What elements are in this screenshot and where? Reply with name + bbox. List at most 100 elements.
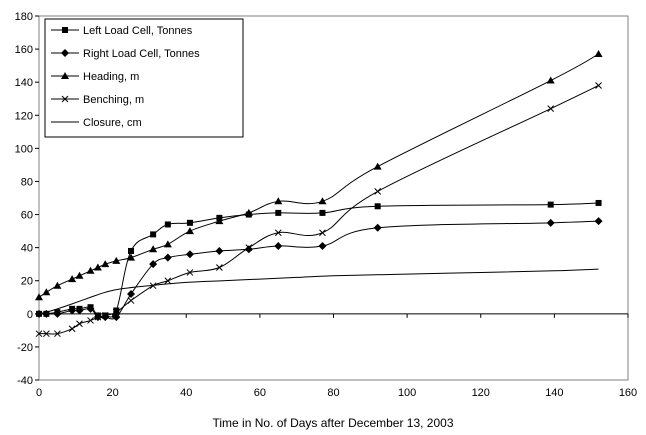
x-tick-label: 80 bbox=[327, 387, 339, 399]
series-line bbox=[38, 268, 599, 315]
y-tick-label: 140 bbox=[15, 77, 33, 89]
data-point bbox=[54, 330, 61, 338]
y-tick-label: 20 bbox=[21, 276, 33, 288]
data-point bbox=[163, 240, 172, 248]
data-point bbox=[127, 297, 135, 304]
x-marker-stroke bbox=[61, 95, 69, 103]
data-point bbox=[274, 241, 283, 250]
data-point bbox=[68, 275, 77, 283]
x-marker-stroke bbox=[319, 229, 326, 237]
data-point bbox=[35, 330, 43, 338]
data-point bbox=[163, 253, 172, 262]
y-tick-label: 100 bbox=[15, 143, 33, 155]
data-point bbox=[42, 288, 51, 296]
data-point bbox=[43, 330, 50, 338]
x-tick-label: 60 bbox=[254, 387, 266, 399]
series-group bbox=[35, 50, 603, 338]
data-point bbox=[595, 199, 602, 206]
x-marker-stroke bbox=[547, 105, 555, 113]
data-point bbox=[87, 317, 94, 324]
data-point bbox=[185, 250, 194, 259]
data-point bbox=[75, 271, 84, 279]
x-marker-stroke bbox=[68, 325, 76, 333]
data-point bbox=[547, 105, 555, 113]
data-point bbox=[274, 197, 283, 205]
x-marker-stroke bbox=[245, 244, 253, 251]
data-point bbox=[319, 229, 326, 237]
legend-marker bbox=[61, 95, 69, 103]
data-point bbox=[546, 76, 555, 84]
y-tick-label: 180 bbox=[15, 11, 33, 23]
data-point bbox=[275, 209, 282, 216]
data-point bbox=[86, 304, 95, 313]
data-point bbox=[75, 306, 84, 315]
data-point bbox=[185, 227, 194, 235]
data-point bbox=[112, 308, 120, 316]
y-tick-label: 120 bbox=[15, 110, 33, 122]
data-point bbox=[374, 203, 381, 210]
legend-label: Closure, cm bbox=[83, 117, 142, 129]
x-marker-stroke bbox=[595, 82, 602, 89]
data-point bbox=[318, 241, 327, 250]
x-tick-label: 20 bbox=[107, 387, 119, 399]
x-marker-stroke bbox=[54, 330, 61, 338]
x-tick-label: 140 bbox=[545, 387, 563, 399]
data-point bbox=[101, 312, 109, 319]
x-marker-stroke bbox=[127, 297, 135, 304]
data-point bbox=[318, 197, 327, 205]
series-3 bbox=[35, 50, 603, 301]
data-point bbox=[215, 246, 224, 255]
y-tick-label: 160 bbox=[15, 44, 33, 56]
y-tick-label: 0 bbox=[27, 309, 33, 321]
data-point bbox=[546, 218, 555, 227]
data-point bbox=[127, 289, 136, 298]
data-point bbox=[76, 320, 83, 328]
x-tick-label: 40 bbox=[180, 387, 192, 399]
x-marker-stroke bbox=[87, 317, 94, 324]
legend: Left Load Cell, Tonnes Right Load Cell, T… bbox=[44, 18, 244, 138]
series-2 bbox=[35, 217, 603, 322]
data-point bbox=[86, 266, 95, 274]
data-point bbox=[113, 307, 120, 314]
data-point bbox=[150, 231, 157, 238]
data-point bbox=[547, 201, 554, 208]
data-point bbox=[374, 188, 382, 195]
data-point bbox=[149, 245, 158, 253]
data-point bbox=[216, 264, 223, 271]
data-point bbox=[595, 82, 602, 89]
data-point bbox=[112, 313, 121, 322]
legend-marker bbox=[61, 72, 69, 79]
x-marker-stroke bbox=[112, 308, 120, 316]
data-point bbox=[319, 209, 326, 216]
data-point bbox=[93, 263, 102, 271]
legend-box bbox=[44, 18, 244, 138]
legend-label: Benching, m bbox=[83, 94, 144, 106]
data-point bbox=[68, 325, 76, 333]
x-tick-label: 100 bbox=[398, 387, 416, 399]
data-point bbox=[594, 217, 603, 226]
legend-marker bbox=[62, 27, 68, 33]
data-point bbox=[127, 253, 136, 261]
data-point bbox=[35, 293, 43, 301]
data-point bbox=[186, 219, 193, 226]
data-point bbox=[373, 162, 382, 170]
y-tick-label: -40 bbox=[17, 375, 33, 387]
x-marker-stroke bbox=[101, 312, 109, 319]
data-point bbox=[373, 223, 382, 232]
x-marker-stroke bbox=[164, 277, 172, 285]
x-marker-stroke bbox=[76, 320, 83, 328]
data-point bbox=[101, 260, 110, 268]
data-point bbox=[53, 309, 62, 318]
x-tick-label: 120 bbox=[472, 387, 490, 399]
data-point bbox=[68, 306, 77, 315]
data-point bbox=[274, 229, 282, 237]
y-tick-label: 80 bbox=[21, 176, 33, 188]
data-point bbox=[164, 277, 172, 285]
x-marker-stroke bbox=[35, 330, 43, 338]
data-point bbox=[244, 245, 253, 254]
data-point bbox=[164, 221, 171, 228]
series-4 bbox=[35, 82, 602, 338]
x-tick-label: 0 bbox=[36, 387, 42, 399]
